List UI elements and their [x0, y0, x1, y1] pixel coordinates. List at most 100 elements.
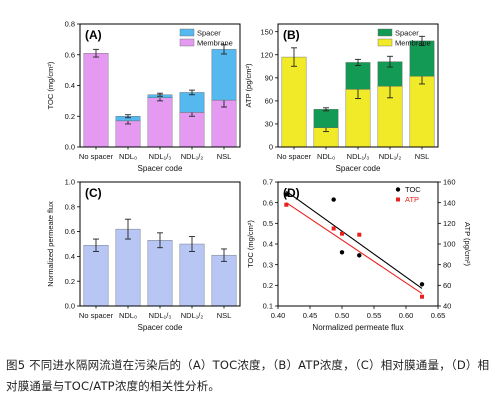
legend-label: TOC — [405, 185, 421, 194]
y-tick-label: 0.4 — [65, 252, 75, 261]
x-tick-label: NDL₁/₃ — [149, 311, 172, 320]
x-tick-label: 0.60 — [399, 311, 414, 320]
y-tick-label: 0.0 — [65, 302, 75, 311]
y-right-tick-label: 60 — [443, 281, 451, 290]
x-tick-label: NDL₁/₂ — [379, 152, 402, 161]
data-point — [420, 294, 424, 299]
y-tick-label: 60 — [265, 96, 273, 105]
legend-label: Membrane — [197, 39, 233, 48]
y-tick-label: 0.0 — [65, 143, 75, 152]
data-point — [284, 202, 289, 207]
x-tick-label: NDL₀ — [317, 152, 335, 161]
x-tick-label: NDL₁/₂ — [181, 311, 204, 320]
x-tick-label: No spacer — [277, 152, 312, 161]
y-tick-label: 0.8 — [65, 202, 75, 211]
y-tick-label: 0.2 — [263, 281, 273, 290]
y-tick-label: 0.3 — [263, 260, 273, 269]
x-tick-label: NSL — [415, 152, 430, 161]
y-tick-label: 0.6 — [65, 50, 75, 59]
plot-frame — [277, 23, 439, 148]
panel-c: No spacer NDL₀ NDL₁/₃ NDL₁/₂ NSL 0.0 0.2 0.4 0.6… — [46, 178, 241, 332]
y-axis-label: Normalized permeate flux — [46, 201, 55, 287]
bar — [83, 53, 109, 148]
data-point — [419, 282, 425, 287]
data-point — [284, 192, 289, 197]
bar — [345, 62, 371, 90]
bar — [313, 109, 339, 128]
y-right-tick-label: 40 — [443, 302, 451, 311]
bar — [211, 49, 237, 101]
bar — [281, 56, 307, 148]
fit-line — [285, 190, 423, 289]
bar — [179, 92, 205, 113]
x-axis-label: Spacer code — [138, 323, 183, 332]
data-point — [340, 231, 344, 236]
bar — [179, 243, 205, 307]
fit-line — [286, 202, 423, 295]
legend-swatch — [377, 38, 393, 47]
legend-swatch — [179, 28, 195, 37]
y-tick-label: 0.2 — [65, 112, 75, 121]
y-right-axis-label: ATP (pg/cm²) — [463, 222, 472, 266]
x-tick-label: No spacer — [79, 152, 114, 161]
x-tick-label: No spacer — [79, 311, 114, 320]
y-tick-label: 90 — [265, 73, 273, 82]
panel-d: 0.40 0.45 0.50 0.55 0.60 0.65 0.1 0.2 0.3 0.4 0.5 0… — [246, 178, 472, 332]
y-tick-label: 0.6 — [65, 227, 75, 236]
x-tick-label: NDL₁/₂ — [181, 152, 204, 161]
legend-swatch — [377, 28, 393, 37]
legend-label: Spacer — [395, 29, 419, 38]
y-tick-label: 0.2 — [65, 277, 75, 286]
legend-swatch — [179, 38, 195, 47]
x-tick-label: NDL₁/₃ — [347, 152, 370, 161]
y-right-tick-label: 80 — [443, 260, 451, 269]
figure: No spacer NDL₀ NDL₁/₃ NDL₁/₂ NSL 0.0 0.2 0.4 0.6… — [46, 20, 472, 332]
x-axis-label: Spacer code — [336, 164, 381, 173]
legend-marker — [396, 197, 400, 202]
x-tick-label: 0.55 — [367, 311, 382, 320]
x-tick-label: NDL₀ — [119, 152, 137, 161]
y-right-tick-label: 100 — [443, 240, 456, 249]
bar — [409, 40, 435, 77]
x-axis-label: Normalized permeate flux — [312, 323, 403, 332]
y-tick-label: 0.4 — [263, 240, 273, 249]
x-tick-label: 0.50 — [335, 311, 350, 320]
data-point — [331, 226, 336, 231]
panel-a: No spacer NDL₀ NDL₁/₃ NDL₁/₂ NSL 0.0 0.2 0.4 0.6… — [46, 20, 241, 173]
bar — [115, 228, 141, 307]
y-tick-label: 0 — [269, 143, 273, 152]
bar — [83, 245, 109, 307]
panel-label: (B) — [283, 28, 300, 42]
y-tick-label: 0.5 — [263, 219, 273, 228]
y-tick-label: 0.7 — [263, 178, 273, 187]
data-point — [331, 197, 336, 202]
x-tick-label: 0.40 — [271, 311, 286, 320]
y-axis-label: ATP (pg/cm²) — [244, 63, 253, 107]
data-point — [339, 250, 345, 255]
panel-label: (C) — [85, 186, 102, 200]
x-tick-label: NSL — [217, 311, 232, 320]
data-point — [357, 232, 362, 237]
y-right-tick-label: 140 — [443, 198, 456, 207]
panel-b: No spacer NDL₀ NDL₁/₃ NDL₁/₂ NSL 0 30 60 90 120 15… — [244, 23, 439, 173]
y-tick-label: 30 — [265, 120, 273, 129]
bar — [147, 240, 173, 307]
y-tick-label: 120 — [260, 50, 273, 59]
x-tick-label: 0.65 — [431, 311, 446, 320]
legend-label: ATP — [405, 195, 419, 204]
data-point — [357, 253, 362, 258]
y-right-tick-label: 160 — [443, 178, 456, 187]
bar — [179, 112, 205, 148]
y-axis-label: TOC (mg/cm²) — [46, 61, 55, 109]
x-tick-label: NDL₀ — [119, 311, 137, 320]
legend-label: Membrane — [395, 39, 431, 48]
y-tick-label: 0.6 — [263, 198, 273, 207]
panel-label: (A) — [85, 28, 102, 42]
figure-caption: 图5 不同进水隔网流道在污染后的（A）TOC浓度，（B）ATP浓度，（C）相对膜… — [6, 358, 490, 393]
plot-frame — [79, 181, 241, 307]
bar — [115, 120, 141, 148]
y-tick-label: 1.0 — [65, 178, 75, 187]
y-tick-label: 0.4 — [65, 81, 75, 90]
x-axis-label: Spacer code — [138, 164, 183, 173]
panel-label: (D) — [283, 186, 300, 200]
